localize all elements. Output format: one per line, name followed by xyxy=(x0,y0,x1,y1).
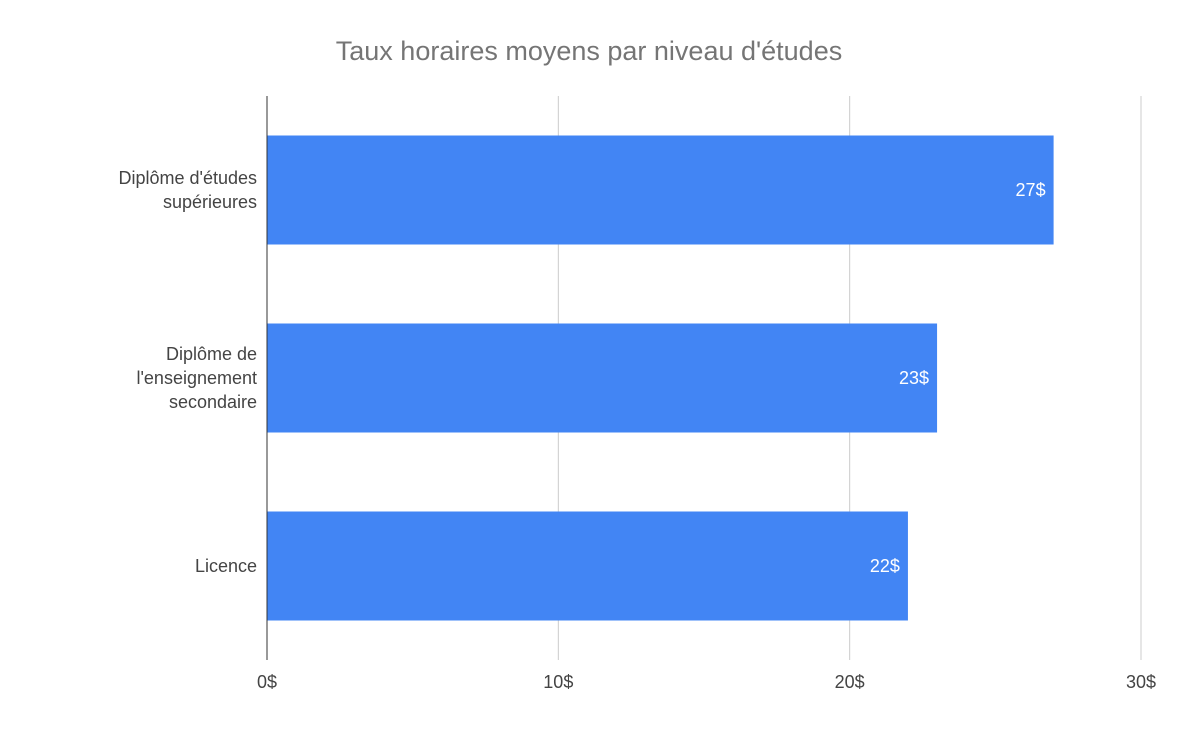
category-label: Diplôme de l'enseignement secondaire xyxy=(136,344,257,412)
data-label: 23$ xyxy=(899,368,929,388)
category-label: Licence xyxy=(195,556,257,576)
bars xyxy=(267,135,1054,621)
chart-title: Taux horaires moyens par niveau d'études xyxy=(335,36,843,66)
bar xyxy=(267,135,1054,245)
category-label-line: secondaire xyxy=(169,392,257,412)
category-label-line: supérieures xyxy=(163,192,257,212)
bar xyxy=(267,511,908,621)
data-label: 22$ xyxy=(870,556,900,576)
category-label-line: Licence xyxy=(195,556,257,576)
category-label: Diplôme d'études supérieures xyxy=(118,168,257,212)
data-label: 27$ xyxy=(1016,180,1046,200)
x-tick-label: 0$ xyxy=(257,672,277,692)
x-tick-label: 10$ xyxy=(543,672,573,692)
category-label-line: Diplôme d'études xyxy=(118,168,257,188)
x-tick-label: 30$ xyxy=(1126,672,1156,692)
category-label-line: l'enseignement xyxy=(136,368,257,388)
labels: 0$ 10$ 20$ 30$ 27$ Diplôme d'études supérieure… xyxy=(118,168,1156,692)
category-label-line: Diplôme de xyxy=(166,344,257,364)
bar xyxy=(267,323,938,433)
x-tick-label: 20$ xyxy=(835,672,865,692)
